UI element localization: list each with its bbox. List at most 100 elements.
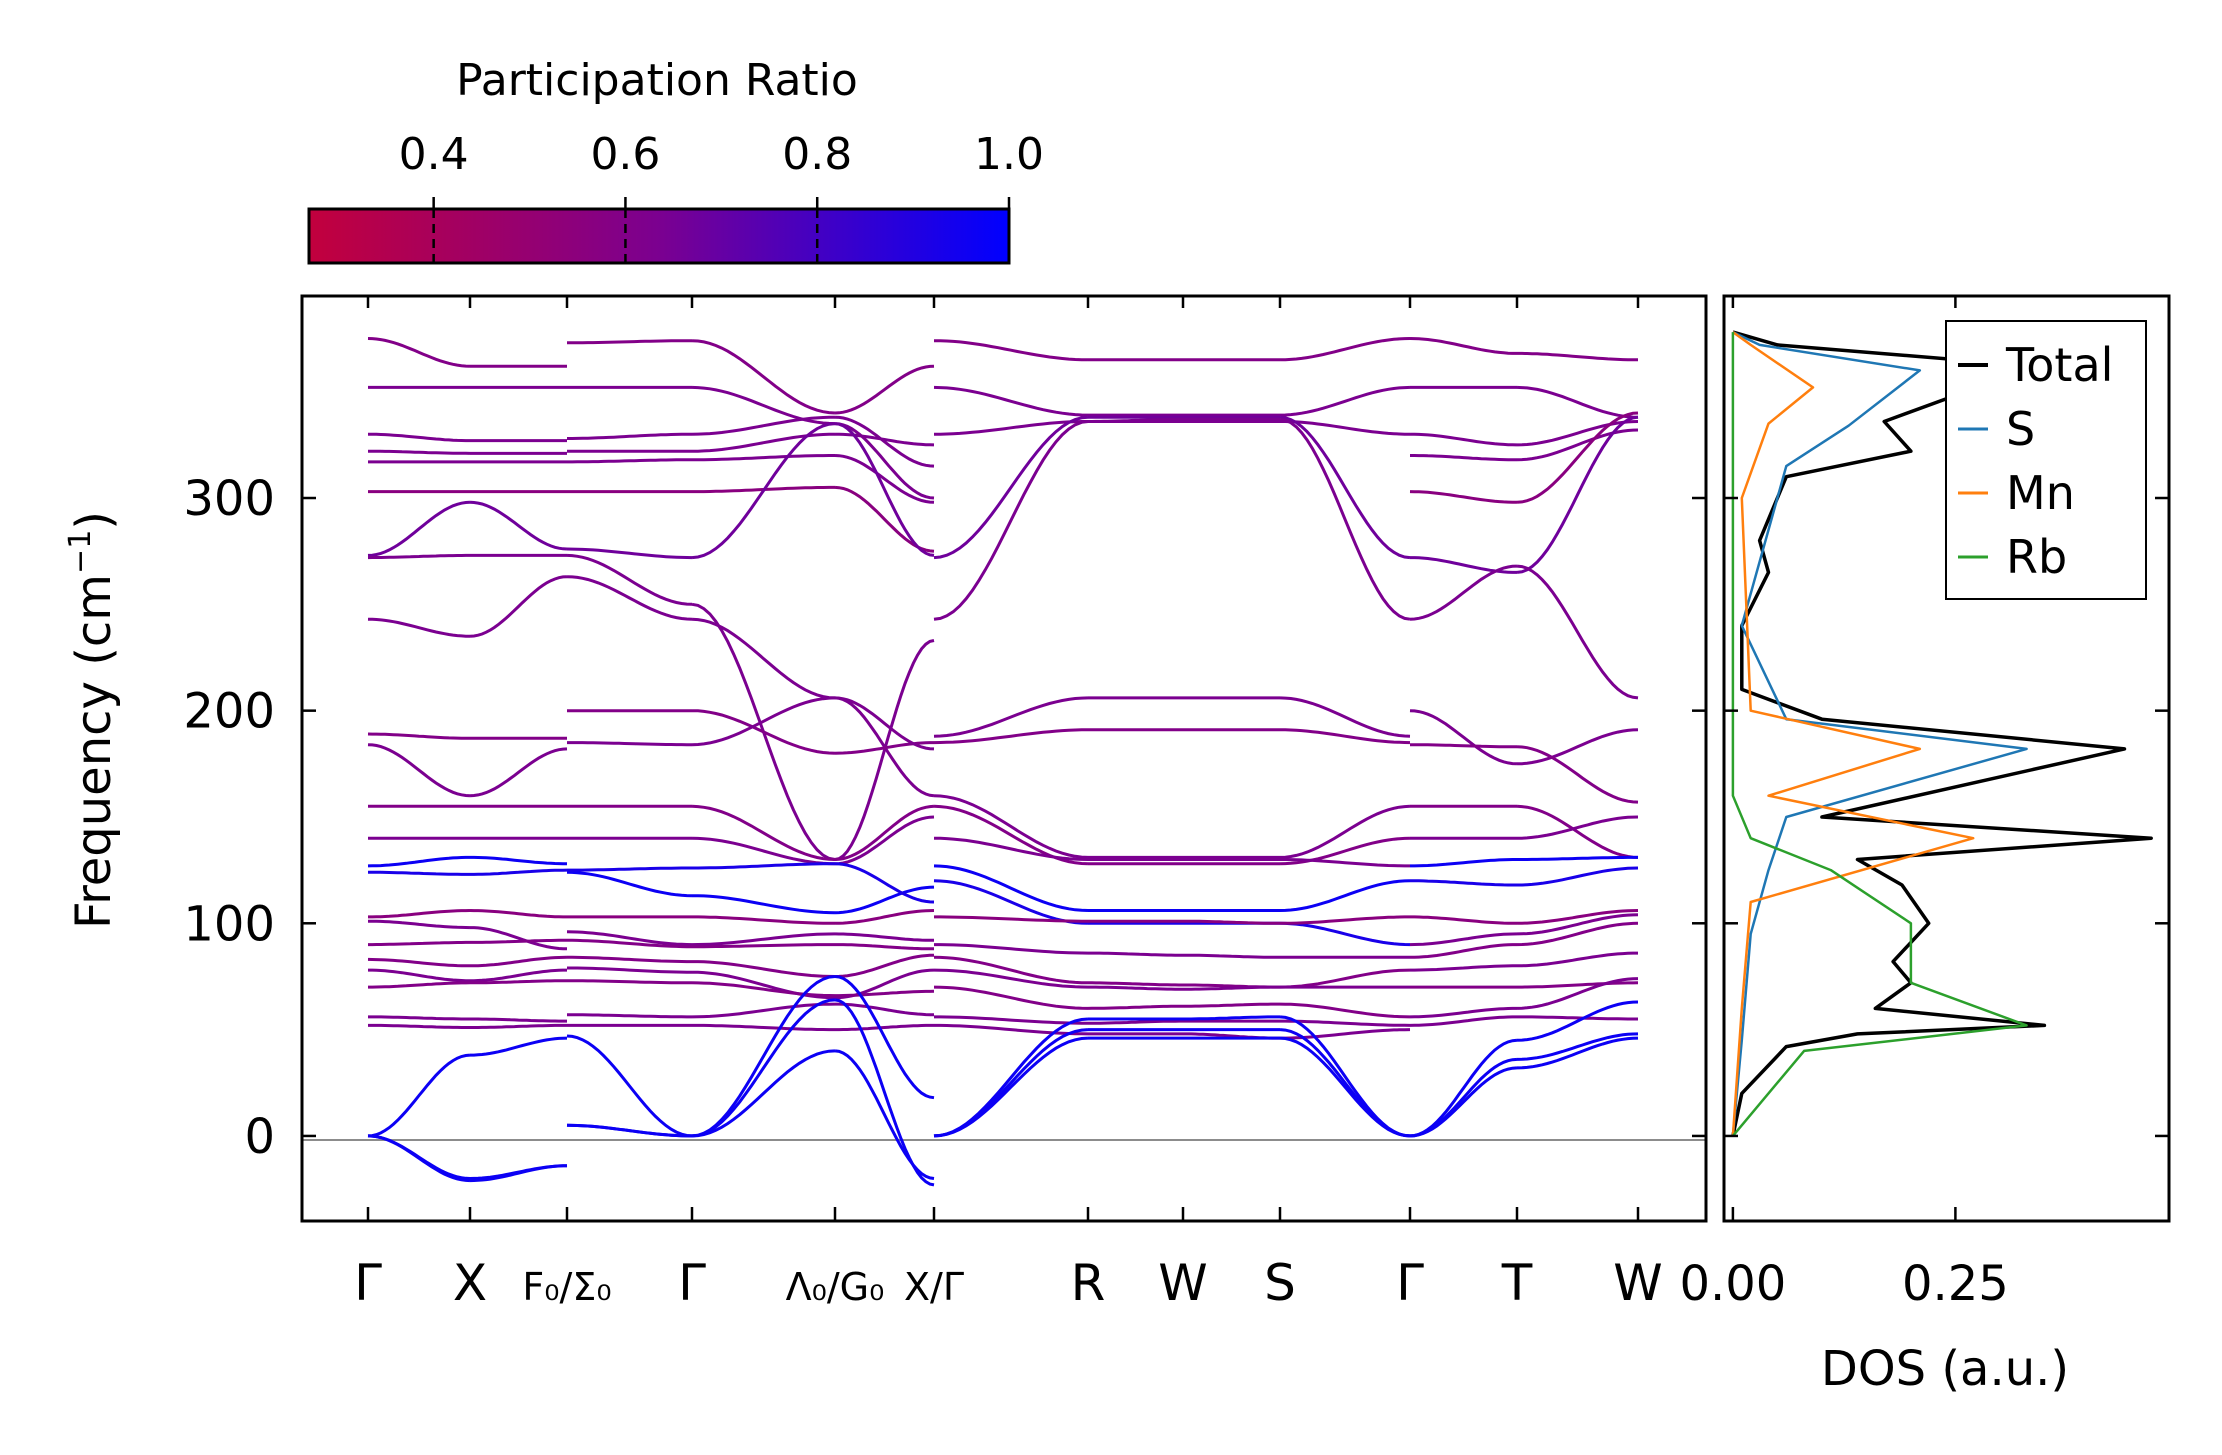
band-line [470,868,568,876]
band-line [1279,417,1411,621]
band-line [470,979,567,985]
band-line [1409,490,1518,504]
band-line [834,885,935,915]
band-line [1516,1036,1639,1070]
band-line [834,1049,935,1180]
band-line [1409,709,1518,766]
colorbar-tick-label: 0.4 [399,129,469,180]
band-line [470,926,568,951]
band-line [691,339,836,415]
band-xtick-label: X/Γ [904,1265,964,1309]
band-line [834,909,935,925]
band-line [1279,415,1411,560]
band-line [691,696,836,747]
band-line [367,855,470,868]
band-line [469,500,568,551]
dos-x-axis-label: DOS (a.u.) [1821,1341,2069,1397]
band-line [470,855,568,866]
band-axes-frame [300,294,1708,1223]
band-line [1087,1004,1183,1010]
band-line [367,732,470,740]
band-line [934,915,1088,923]
band-line [566,1034,693,1138]
band-line [834,696,935,751]
band-line [1409,337,1517,355]
band-line [1516,428,1639,462]
band-line [1409,1038,1518,1138]
band-line [566,870,693,898]
band-line [834,804,935,861]
band-line [834,741,934,755]
band-line [1517,815,1639,840]
band-line [933,1028,1089,1138]
band-line [933,385,1089,417]
band-xtick-label: Γ [678,1254,706,1312]
ylabel-sup: −1 [63,530,98,574]
dos-legend: Total S Mn Rb [1945,320,2147,600]
band-line [834,432,935,447]
band-line [1410,556,1517,574]
band-line [567,979,692,985]
band-line [469,575,568,638]
band-line [933,1036,1089,1138]
band-line [368,981,471,989]
band-line [567,966,692,974]
colorbar: Participation Ratio 0.4 0.6 0.8 1.0 [307,55,1044,265]
dos-line-rb [1731,332,2028,1137]
band-line [1183,985,1280,991]
band-line [692,862,835,870]
band-line [1516,411,1639,504]
dos-axes-frame [1722,294,2171,1223]
band-line [367,500,471,557]
band-ytick-label: 200 [183,684,275,740]
band-ytick-label: 300 [183,471,275,527]
band-line [691,415,836,436]
band-line [368,449,471,455]
band-xtick-label: W [1158,1254,1207,1312]
band-line [1516,909,1639,925]
band-line [1280,915,1410,925]
band-line [1516,1000,1639,1042]
legend-box [1945,320,2147,600]
band-line [692,1023,835,1032]
band-line [834,862,935,904]
dos-xtick-label: 0.00 [1679,1256,1786,1312]
band-line [1279,1028,1411,1138]
band-line [1279,1036,1411,1138]
band-line [368,919,471,930]
band-line [691,709,836,755]
band-line [367,1134,471,1183]
band-xtick-label: S [1264,1254,1296,1312]
band-line [834,998,935,1187]
dos-line-total [1731,330,2153,1137]
band-line [933,728,1088,745]
band-line [1088,1019,1183,1025]
band-line [368,940,470,947]
band-line [368,1015,470,1021]
band-line [469,747,568,798]
band-line [367,743,471,798]
band-line [834,415,935,468]
band-line [1516,385,1639,419]
band-line [367,957,470,968]
band-line [933,955,1089,985]
band-line [834,932,934,942]
band-line [1183,953,1280,959]
band-line [691,998,836,1138]
band-line [566,553,693,606]
band-line [567,866,692,872]
band-line [1409,1066,1518,1138]
band-line [567,955,692,964]
band-line [1410,943,1517,959]
band-line [1088,951,1183,957]
band-line [692,432,836,453]
band-line [1516,913,1639,936]
band-line [835,1002,934,1017]
colorbar-gradient [307,207,1011,265]
legend-label-rb: Rb [2006,530,2067,584]
band-line [368,909,471,919]
band-line [567,741,692,747]
band-line [691,804,836,861]
band-xtick-label: R [1071,1254,1106,1312]
